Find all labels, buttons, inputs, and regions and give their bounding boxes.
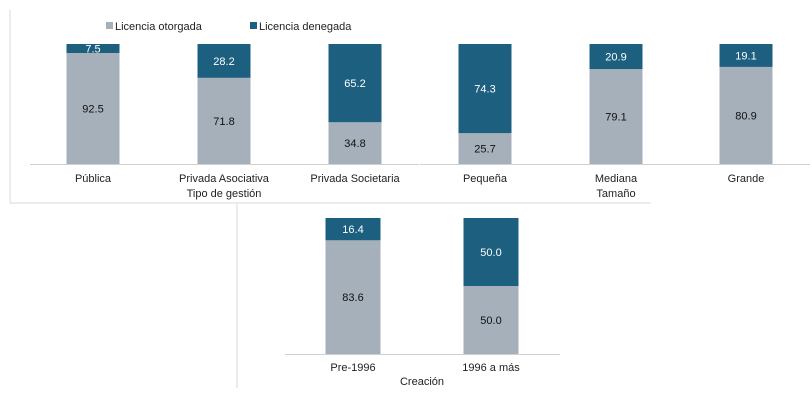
category-tick-label: Pública: [75, 173, 112, 185]
category-tick-label: Grande: [728, 173, 765, 185]
bar-denied: [458, 44, 512, 134]
category-tick-label: 1996 a más: [462, 362, 520, 374]
bar-granted: [325, 240, 381, 354]
axis-title-gestion: Tipo de gestión: [187, 188, 262, 200]
data-label-denied: 50.0: [480, 247, 501, 259]
chart-marks: 92.5 7.5 Pública 71.8 28.2 Privada Asociativa…: [30, 44, 810, 374]
axis-title-creacion: Creación: [400, 376, 444, 388]
legend-swatch-denied: [250, 22, 257, 29]
bar-granted: [458, 133, 512, 164]
bar-granted: [197, 77, 251, 164]
bar-denied: [325, 218, 381, 241]
bar-denied: [589, 44, 643, 70]
data-label-denied: 74.3: [474, 84, 495, 96]
data-label-granted: 80.9: [735, 110, 756, 122]
data-label-granted: 71.8: [213, 116, 234, 128]
bar-granted: [66, 53, 120, 164]
bar-granted: [589, 69, 643, 164]
bar-granted: [719, 66, 773, 164]
bar-granted: [328, 122, 382, 164]
bar-denied: [197, 44, 251, 78]
data-label-denied: 20.9: [605, 52, 626, 64]
data-label-granted: 25.7: [474, 144, 495, 156]
data-label-granted: 79.1: [605, 112, 626, 124]
data-label-denied: 7.5: [85, 44, 100, 56]
data-label-granted: 83.6: [342, 292, 363, 304]
data-label-denied: 16.4: [342, 224, 363, 236]
data-label-denied: 28.2: [213, 56, 234, 68]
legend-swatch-granted: [106, 22, 113, 29]
bar-denied: [719, 44, 773, 67]
bar-granted: [463, 286, 519, 354]
legend-label-denied: Licencia denegada: [259, 21, 352, 33]
legend: Licencia otorgada Licencia denegada: [106, 21, 352, 33]
data-label-denied: 65.2: [344, 78, 365, 90]
category-tick-label: Privada Asociativa: [179, 173, 270, 185]
category-tick-label: Pre-1996: [330, 362, 375, 374]
bar-denied: [463, 218, 519, 286]
data-label-granted: 34.8: [344, 138, 365, 150]
data-label-granted: 50.0: [480, 315, 501, 327]
panel-frame-gestion: [9, 10, 422, 204]
data-label-granted: 92.5: [82, 104, 103, 116]
category-tick-label: Mediana: [595, 173, 638, 185]
legend-label-granted: Licencia otorgada: [115, 21, 203, 33]
category-tick-label: Privada Societaria: [310, 173, 400, 185]
bar-denied: [66, 44, 120, 53]
axis-title-tamano: Tamaño: [596, 188, 635, 200]
bar-denied: [328, 44, 382, 123]
category-tick-label: Pequeña: [463, 173, 508, 185]
data-label-denied: 19.1: [735, 50, 756, 62]
